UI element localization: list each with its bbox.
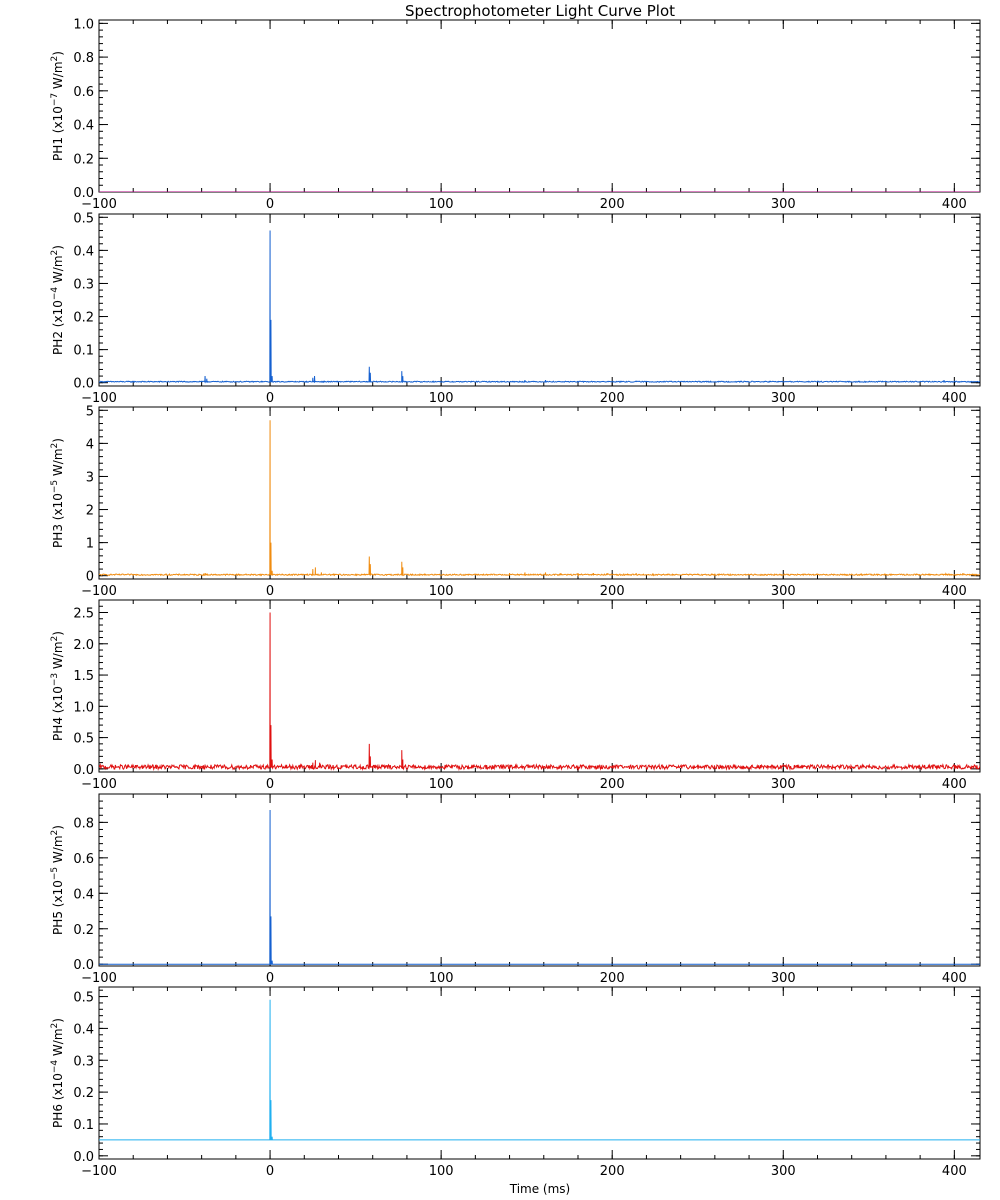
x-tick-label: 400 bbox=[942, 777, 967, 792]
y-tick-label: 0.3 bbox=[73, 1054, 94, 1069]
panel-frame bbox=[98, 793, 981, 967]
y-tick-label: 0.0 bbox=[73, 763, 94, 778]
panel-ph1: −100 0 100 200 300 400 0.0 0.2 0.4 0.6 0.8 1.0 PH1 (… bbox=[50, 17, 981, 212]
x-tick-label: 400 bbox=[942, 971, 967, 986]
y-tick-label: 0.0 bbox=[73, 377, 94, 392]
x-tick-label: 100 bbox=[429, 777, 454, 792]
x-tick-label: 100 bbox=[429, 971, 454, 986]
y-tick-label: 0.4 bbox=[73, 119, 94, 134]
x-tick-label: 100 bbox=[429, 197, 454, 212]
x-tick-label: 200 bbox=[600, 1164, 625, 1179]
chart-title: Spectrophotometer Light Curve Plot bbox=[405, 2, 675, 20]
panel-ph2: −100 0 100 200 300 400 0.0 0.1 0.2 0.3 0.4 0.5 PH2 (… bbox=[50, 211, 981, 406]
x-tick-label: 0 bbox=[266, 1164, 274, 1179]
y-tick-label: 2 bbox=[86, 504, 94, 519]
y-axis-label: PH1 (x10−7 W/m2) bbox=[50, 51, 65, 161]
x-tick-label: 0 bbox=[266, 584, 274, 599]
y-tick-label: 0.1 bbox=[73, 1118, 94, 1133]
y-tick-label: 1 bbox=[86, 537, 94, 552]
panel-ph5: −100 0 100 200 300 400 0.0 0.2 0.4 0.6 0.8 PH5 (x10… bbox=[50, 793, 981, 986]
x-tick-label: 100 bbox=[429, 391, 454, 406]
y-tick-label: 4 bbox=[86, 437, 94, 452]
y-tick-label: 0.2 bbox=[73, 1086, 94, 1101]
panel-frame bbox=[98, 406, 981, 580]
y-tick-label: 0.0 bbox=[73, 958, 94, 973]
x-tick-label: −100 bbox=[81, 584, 117, 599]
y-tick-label: 2.5 bbox=[73, 607, 94, 622]
x-tick-label: 0 bbox=[266, 391, 274, 406]
x-tick-label: 400 bbox=[942, 197, 967, 212]
y-tick-label: 0.4 bbox=[73, 244, 94, 259]
panel-frame bbox=[98, 599, 981, 773]
x-tick-label: −100 bbox=[81, 197, 117, 212]
y-tick-label: 0.4 bbox=[73, 1022, 94, 1037]
y-tick-label: 0.2 bbox=[73, 152, 94, 167]
y-tick-label: 2.0 bbox=[73, 638, 94, 653]
x-tick-label: 200 bbox=[600, 971, 625, 986]
series-line-ph6 bbox=[99, 999, 980, 1141]
y-tick-label: 0.8 bbox=[73, 51, 94, 66]
panel-frame bbox=[98, 213, 981, 387]
x-tick-label: −100 bbox=[81, 391, 117, 406]
series-line-ph4 bbox=[99, 612, 980, 772]
x-tick-label: 0 bbox=[266, 197, 274, 212]
y-tick-label: 1.0 bbox=[73, 17, 94, 32]
x-axis-label: Time (ms) bbox=[509, 1182, 571, 1196]
x-tick-label: 300 bbox=[771, 197, 796, 212]
y-tick-label: 0.5 bbox=[73, 732, 94, 747]
y-tick-label: 5 bbox=[86, 404, 94, 419]
x-tick-label: 400 bbox=[942, 1164, 967, 1179]
panel-ph4: −100 0 100 200 300 400 0.0 0.5 1.0 1.5 2.0 2.5 PH4 (… bbox=[50, 599, 981, 792]
y-tick-label: 0.4 bbox=[73, 887, 94, 902]
x-tick-label: 300 bbox=[771, 971, 796, 986]
y-tick-label: 1.5 bbox=[73, 669, 94, 684]
x-tick-label: 100 bbox=[429, 584, 454, 599]
x-tick-label: 200 bbox=[600, 197, 625, 212]
x-tick-label: 300 bbox=[771, 1164, 796, 1179]
x-tick-label: −100 bbox=[81, 971, 117, 986]
y-tick-label: 0.2 bbox=[73, 923, 94, 938]
x-tick-label: 200 bbox=[600, 584, 625, 599]
x-tick-label: 200 bbox=[600, 391, 625, 406]
x-tick-label: 200 bbox=[600, 777, 625, 792]
y-tick-label: 0.1 bbox=[73, 344, 94, 359]
x-tick-label: 400 bbox=[942, 584, 967, 599]
y-axis-label: PH2 (x10−4 W/m2) bbox=[50, 245, 65, 355]
y-axis-label: PH3 (x10−5 W/m2) bbox=[50, 438, 65, 548]
y-axis-label: PH5 (x10−5 W/m2) bbox=[50, 825, 65, 935]
x-tick-label: −100 bbox=[81, 777, 117, 792]
y-tick-label: 0 bbox=[86, 570, 94, 585]
series-line-ph5 bbox=[99, 809, 980, 965]
y-tick-label: 0.5 bbox=[73, 211, 94, 226]
series-line-ph2 bbox=[99, 230, 980, 384]
x-tick-label: 300 bbox=[771, 391, 796, 406]
y-tick-label: 0.5 bbox=[73, 991, 94, 1006]
panel-frame bbox=[98, 19, 981, 193]
y-tick-label: 0.6 bbox=[73, 852, 94, 867]
x-tick-label: 300 bbox=[771, 584, 796, 599]
y-tick-label: 0.0 bbox=[73, 186, 94, 201]
y-tick-label: 0.2 bbox=[73, 311, 94, 326]
y-tick-label: 0.6 bbox=[73, 85, 94, 100]
x-tick-label: 0 bbox=[266, 777, 274, 792]
x-tick-label: −100 bbox=[81, 1164, 117, 1179]
series-line-ph3 bbox=[99, 420, 980, 577]
x-tick-label: 100 bbox=[429, 1164, 454, 1179]
y-tick-label: 0.0 bbox=[73, 1150, 94, 1165]
x-tick-label: 400 bbox=[942, 391, 967, 406]
y-axis-label: PH4 (x10−3 W/m2) bbox=[50, 631, 65, 741]
x-tick-label: 0 bbox=[266, 971, 274, 986]
y-tick-label: 1.0 bbox=[73, 700, 94, 715]
x-tick-label: 300 bbox=[771, 777, 796, 792]
y-tick-label: 3 bbox=[86, 470, 94, 485]
panel-ph6: −100 0 100 200 300 400 0.0 0.1 0.2 0.3 0.4 0.5 PH6 (… bbox=[50, 986, 981, 1179]
y-tick-label: 0.3 bbox=[73, 277, 94, 292]
y-tick-label: 0.8 bbox=[73, 816, 94, 831]
panel-frame bbox=[98, 986, 981, 1160]
y-axis-label: PH6 (x10−4 W/m2) bbox=[50, 1018, 65, 1128]
